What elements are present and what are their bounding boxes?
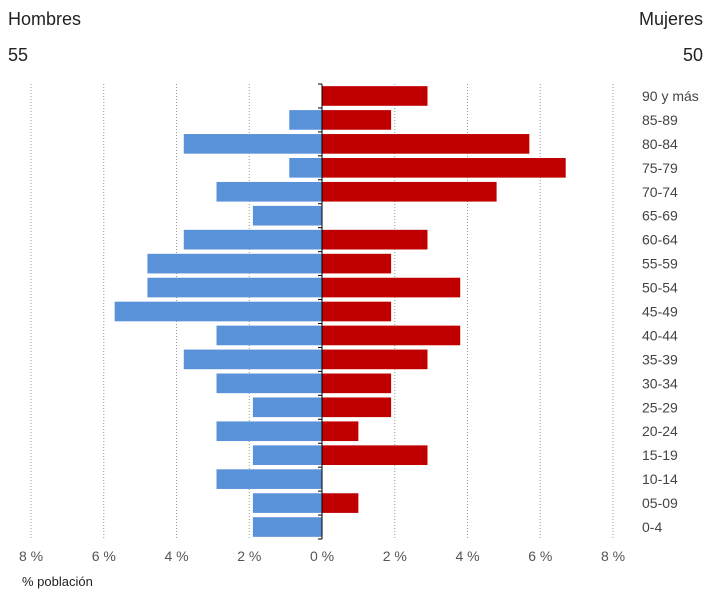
age-group-label: 35-39 [642,351,678,367]
bar-mujeres [322,349,428,370]
bar-mujeres [322,325,461,346]
x-tick-label: 8 % [19,548,43,564]
x-tick-label: 2 % [383,548,407,564]
age-group-label: 0-4 [642,519,662,535]
bar-hombres [289,110,322,130]
bar-mujeres [322,445,428,466]
bar-mujeres [322,86,428,106]
x-tick-label: 4 % [164,548,188,564]
age-group-label: 85-89 [642,112,678,128]
bar-mujeres [322,181,497,202]
women-label: Mujeres [638,9,703,29]
bar-mujeres [322,493,359,513]
age-group-label: 05-09 [642,495,678,511]
bar-mujeres [322,301,392,322]
bar-hombres [114,301,322,322]
bar-hombres [183,134,322,154]
age-group-label: 40-44 [642,327,678,343]
bar-mujeres [322,110,392,130]
age-group-label: 80-84 [642,136,678,152]
bar-mujeres [322,229,428,250]
bar-hombres [147,277,322,298]
bar-hombres [147,253,322,274]
x-tick-label: 2 % [237,548,261,564]
bar-mujeres [322,397,392,418]
age-group-label: 60-64 [642,232,678,248]
bar-hombres [252,493,322,513]
bar-hombres [216,421,322,442]
x-axis-label: % población [22,574,93,589]
bar-hombres [216,325,322,346]
age-group-label: 10-14 [642,471,678,487]
age-group-label: 15-19 [642,447,678,463]
age-group-label: 20-24 [642,423,678,439]
bar-mujeres [322,421,359,442]
x-tick-label: 0 % [310,548,334,564]
age-group-label: 30-34 [642,375,678,391]
x-tick-label: 6 % [528,548,552,564]
bar-hombres [252,517,322,537]
bar-mujeres [322,157,566,178]
age-group-label: 55-59 [642,256,678,272]
bar-hombres [183,349,322,370]
age-group-label: 25-29 [642,399,678,415]
bar-hombres [252,205,322,226]
bar-hombres [289,157,322,178]
x-tick-label: 4 % [455,548,479,564]
bar-mujeres [322,277,461,298]
age-group-label: 50-54 [642,280,678,296]
bar-hombres [216,373,322,394]
bar-mujeres [322,373,392,394]
x-tick-label: 6 % [92,548,116,564]
men-total: 55 [8,45,29,65]
women-total: 50 [682,45,703,65]
bar-hombres [252,445,322,466]
bar-hombres [252,397,322,418]
bar-mujeres [322,134,530,154]
bar-hombres [216,469,322,489]
age-group-label: 65-69 [642,208,678,224]
age-group-label: 70-74 [642,184,678,200]
bar-hombres [216,181,322,202]
men-label: Hombres [8,9,82,29]
age-group-label: 90 y más [642,88,699,104]
age-group-label: 75-79 [642,160,678,176]
age-group-label: 45-49 [642,304,678,320]
bar-hombres [183,229,322,250]
bar-mujeres [322,253,392,274]
x-tick-label: 8 % [601,548,625,564]
